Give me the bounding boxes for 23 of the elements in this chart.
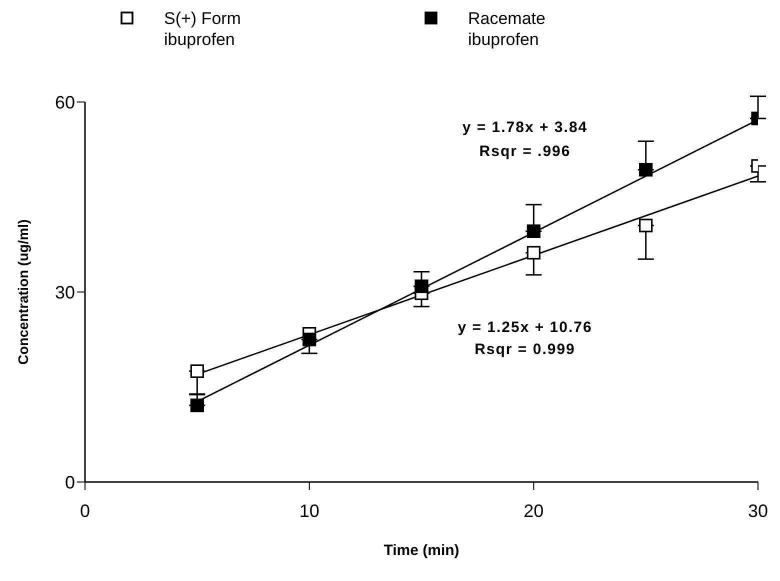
y-tick-label: 30 [54,282,75,302]
point [639,218,653,232]
annotation: y = 1.25x + 10.76 [458,319,592,336]
x-tick-label: 0 [80,500,90,521]
x-tick-label: 10 [299,500,320,521]
x-tick-label: 20 [524,500,544,521]
annotation: y = 1.78x + 3.84 [462,119,588,136]
x-tick-label: 30 [748,500,768,521]
point [190,364,204,378]
point [639,162,653,177]
point [414,280,428,294]
point [190,398,204,412]
legend-label: Racemate ibuprofen [468,8,546,50]
y-tick-label: 60 [54,92,75,112]
legend-label: S(+) Form ibuprofen [164,8,242,50]
annotation: Rsqr = .996 [479,143,571,160]
y-axis-title: Concentration (ug/ml) [14,219,31,365]
point [526,246,540,260]
point [302,332,316,346]
annotation: Rsqr = 0.999 [474,341,576,358]
y-tick-label: 0 [64,472,75,492]
point [526,224,540,238]
x-axis-title: Time (min) [384,542,460,559]
